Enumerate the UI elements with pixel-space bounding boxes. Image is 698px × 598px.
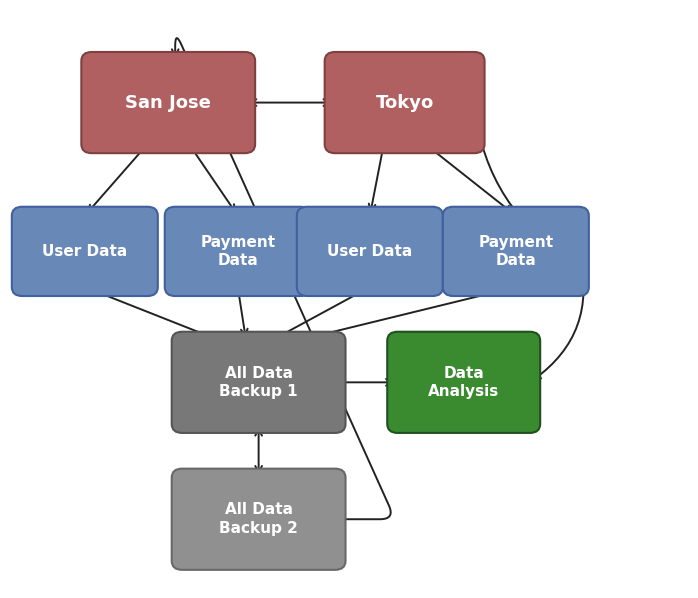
Text: Data
Analysis: Data Analysis	[428, 365, 499, 399]
FancyBboxPatch shape	[297, 207, 443, 296]
FancyBboxPatch shape	[172, 332, 346, 433]
FancyBboxPatch shape	[82, 52, 255, 153]
FancyBboxPatch shape	[443, 207, 589, 296]
Text: All Data
Backup 1: All Data Backup 1	[219, 365, 298, 399]
Text: Tokyo: Tokyo	[376, 93, 433, 112]
Text: All Data
Backup 2: All Data Backup 2	[219, 502, 298, 536]
Text: Payment
Data: Payment Data	[200, 234, 275, 268]
FancyBboxPatch shape	[387, 332, 540, 433]
FancyBboxPatch shape	[172, 469, 346, 570]
FancyBboxPatch shape	[12, 207, 158, 296]
Text: Payment
Data: Payment Data	[478, 234, 554, 268]
Text: User Data: User Data	[327, 244, 413, 259]
Text: User Data: User Data	[42, 244, 128, 259]
FancyBboxPatch shape	[325, 52, 484, 153]
Text: San Jose: San Jose	[126, 93, 211, 112]
FancyBboxPatch shape	[165, 207, 311, 296]
